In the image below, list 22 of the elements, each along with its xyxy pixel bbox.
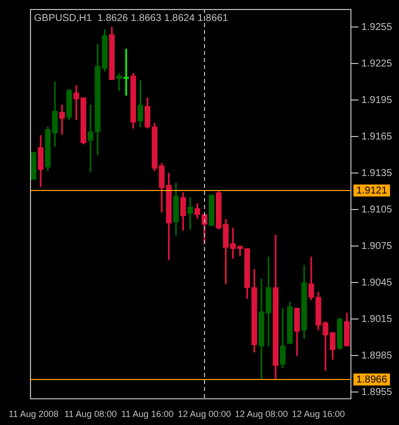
chart-title: GBPUSD,H1 1.8626 1.8663 1.8624 1.8661 (34, 12, 228, 24)
x-tick-label: 11 Aug 08:00 (64, 409, 117, 420)
x-tick-label: 12 Aug 16:00 (292, 409, 345, 420)
y-tick-label: 1.9255 (361, 22, 392, 33)
ref-line-label: 1.8966 (356, 374, 388, 386)
y-tick-label: 1.9225 (361, 58, 392, 70)
x-tick-label: 12 Aug 08:00 (234, 409, 288, 420)
x-tick-label: 12 Aug 00:00 (178, 409, 231, 420)
y-tick-label: 1.9105 (361, 204, 392, 216)
y-tick-label: 1.9015 (361, 314, 392, 325)
y-tick-label: 1.9195 (361, 94, 392, 106)
x-tick-label: 11 Aug 2008 (8, 409, 59, 420)
x-tick-label: 11 Aug 16:00 (121, 409, 174, 420)
y-tick-label: 1.8985 (361, 350, 392, 362)
ref-line-label: 1.9121 (356, 185, 388, 196)
y-tick-label: 1.8955 (361, 386, 392, 398)
candlestick (59, 104, 65, 135)
candlestick (116, 73, 122, 91)
y-tick-label: 1.9135 (361, 168, 392, 179)
y-tick-label: 1.9165 (361, 131, 392, 142)
y-tick-label: 1.9045 (361, 277, 392, 288)
y-tick-label: 1.9075 (361, 240, 392, 252)
